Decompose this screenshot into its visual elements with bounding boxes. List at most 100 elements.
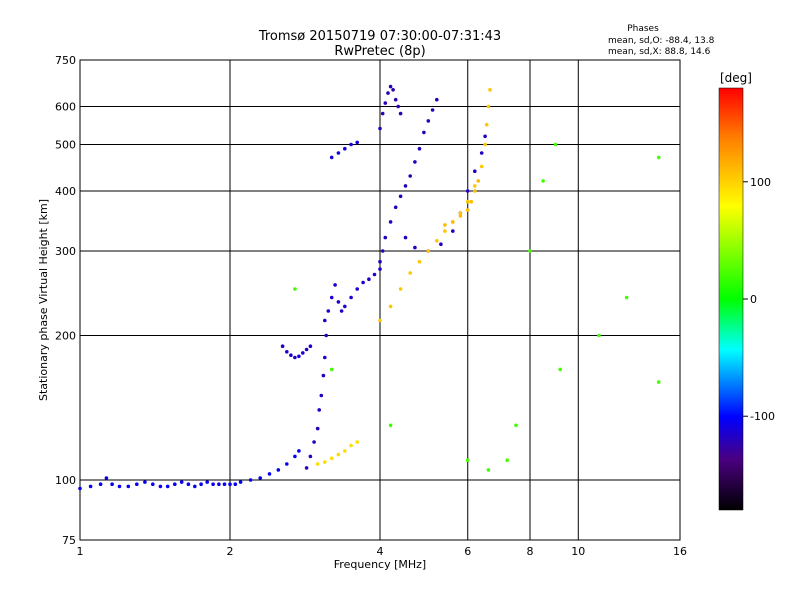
data-point	[361, 280, 365, 285]
y-tick-label: 400	[55, 185, 76, 198]
data-point	[110, 482, 114, 487]
data-point	[329, 367, 334, 372]
colorbar	[718, 87, 744, 511]
data-point	[297, 449, 301, 453]
data-point	[267, 472, 272, 476]
y-tick-label: 100	[55, 474, 76, 487]
data-point	[388, 84, 393, 89]
data-point	[469, 199, 474, 204]
data-point	[398, 194, 403, 199]
y-axis-label: Stationary phase Virtual Height [km]	[37, 199, 50, 401]
data-point	[199, 482, 203, 487]
data-point	[233, 482, 238, 487]
data-point	[205, 480, 209, 484]
data-point	[398, 111, 403, 116]
data-point	[355, 287, 360, 291]
data-point	[173, 482, 177, 487]
colorbar-tick-label: 0	[750, 293, 757, 306]
data-point	[336, 300, 341, 304]
data-point	[349, 142, 353, 147]
data-point	[388, 423, 393, 428]
data-point	[339, 309, 344, 313]
data-point	[417, 259, 422, 264]
data-point	[426, 119, 431, 123]
chart-title: Tromsø 20150719 07:30:00-07:31:43	[258, 29, 501, 44]
data-point	[479, 164, 484, 169]
data-point	[323, 318, 327, 323]
data-point	[336, 151, 341, 155]
data-point	[465, 208, 470, 212]
data-point	[228, 482, 232, 487]
colorbar-label: [deg]	[720, 71, 752, 85]
data-point	[289, 353, 293, 358]
data-point	[388, 304, 393, 309]
data-point	[403, 235, 408, 240]
data-point	[553, 142, 558, 147]
x-tick-label: 1	[77, 545, 84, 558]
data-point	[413, 160, 417, 164]
data-point	[135, 482, 139, 487]
data-point	[656, 380, 661, 384]
data-point	[391, 88, 395, 92]
colorbar-tick-label: 100	[750, 176, 771, 189]
data-point	[126, 484, 131, 489]
data-point	[483, 142, 487, 147]
data-point	[158, 484, 163, 489]
data-point	[422, 130, 426, 135]
data-point	[430, 108, 435, 112]
data-point	[317, 408, 322, 412]
data-points	[78, 84, 661, 491]
data-point	[217, 482, 221, 487]
data-point	[486, 104, 491, 109]
data-point	[458, 211, 463, 215]
data-point	[435, 239, 439, 243]
colorbar-ticks: 100 0 -100	[743, 176, 775, 423]
data-point	[451, 220, 455, 224]
stats-heading: Phases	[627, 24, 659, 34]
data-point	[336, 452, 341, 457]
data-point	[378, 318, 382, 323]
data-point	[426, 249, 431, 253]
data-point	[323, 460, 327, 464]
data-point	[301, 351, 305, 355]
data-point	[355, 140, 360, 145]
x-tick-label: 8	[527, 545, 534, 558]
data-point	[117, 484, 122, 489]
data-point	[165, 484, 170, 489]
data-point	[222, 482, 227, 487]
y-tick-label: 600	[55, 101, 76, 114]
data-point	[443, 229, 447, 233]
colorbar-tick-label: -100	[750, 410, 775, 423]
data-point	[304, 347, 309, 352]
data-point	[329, 155, 334, 160]
data-point	[656, 155, 661, 160]
data-point	[349, 443, 353, 448]
data-point	[319, 393, 324, 398]
data-point	[276, 468, 281, 472]
data-point	[179, 480, 184, 484]
data-point	[329, 295, 334, 300]
data-point	[408, 174, 413, 178]
y-tick-label: 75	[62, 534, 76, 547]
data-point	[383, 101, 388, 105]
data-point	[458, 214, 463, 218]
data-point	[293, 287, 297, 291]
data-point	[308, 344, 313, 349]
chart-subtitle: RwPretec (8p)	[334, 44, 425, 59]
data-point	[435, 97, 439, 102]
data-point	[343, 449, 347, 453]
data-point	[465, 458, 470, 463]
data-point	[483, 134, 487, 139]
x-tick-label: 10	[571, 545, 585, 558]
data-point	[312, 440, 316, 444]
data-point	[451, 229, 455, 233]
data-point	[528, 249, 532, 253]
data-point	[186, 482, 191, 487]
data-point	[326, 309, 331, 313]
data-point	[78, 486, 82, 491]
data-point	[597, 333, 601, 338]
x-tick-label: 16	[673, 545, 687, 558]
data-point	[558, 367, 562, 372]
data-point	[473, 184, 477, 188]
